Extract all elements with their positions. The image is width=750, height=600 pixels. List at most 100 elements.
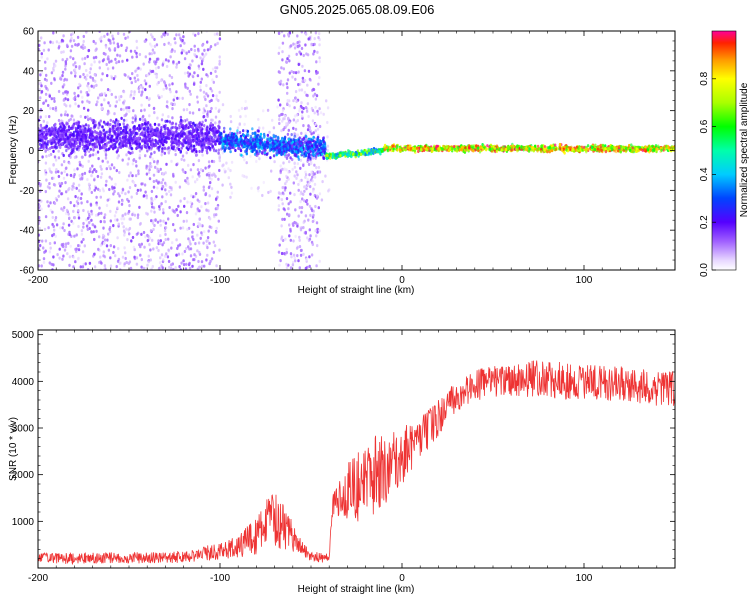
noise-cell: [95, 229, 98, 233]
noise-cell: [203, 124, 206, 128]
band-cell: [177, 143, 180, 148]
noise-cell: [191, 59, 194, 63]
noise-cell: [296, 224, 299, 228]
noise-cell: [278, 197, 281, 201]
noise-cell: [205, 208, 208, 212]
noise-cell: [133, 90, 136, 94]
signal-cell: [268, 149, 272, 153]
noise-cell: [311, 175, 314, 179]
noise-cell: [298, 266, 301, 270]
noise-cell: [182, 263, 186, 267]
signal-cell: [222, 130, 226, 134]
band-cell: [49, 130, 52, 134]
noise-cell: [88, 212, 91, 217]
noise-cell: [117, 45, 120, 49]
band-cell: [82, 131, 85, 135]
band-cell: [203, 132, 207, 136]
noise-cell: [113, 214, 117, 218]
noise-cell: [189, 200, 192, 204]
noise-cell: [299, 192, 302, 196]
noise-cell: [294, 96, 298, 100]
signal-cell: [239, 149, 243, 153]
signal-cell: [266, 145, 269, 149]
noise-cell: [286, 122, 289, 126]
noise-cell: [203, 230, 206, 234]
noise-cell: [297, 214, 300, 218]
band-cell: [131, 120, 134, 124]
noise-cell: [292, 118, 296, 122]
noise-cell: [68, 263, 71, 267]
signal-cell: [306, 145, 309, 149]
signal-cell: [249, 142, 252, 146]
noise-cell: [53, 99, 56, 103]
band-cell: [41, 144, 45, 148]
band-cell: [48, 127, 51, 131]
noise-cell: [113, 112, 116, 116]
noise-cell: [67, 212, 70, 216]
noise-cell: [82, 72, 85, 77]
noise-cell: [133, 76, 136, 80]
noise-cell: [196, 177, 199, 182]
signal-cell: [269, 156, 272, 160]
noise-cell: [318, 43, 321, 47]
noise-cell: [200, 62, 204, 66]
band-cell: [83, 149, 86, 153]
noise-cell: [282, 117, 285, 121]
noise-cell: [128, 31, 132, 34]
noise-cell: [83, 244, 86, 248]
noise-cell: [257, 117, 260, 122]
noise-cell: [53, 97, 56, 101]
noise-cell: [194, 33, 197, 37]
noise-cell: [38, 87, 41, 92]
noise-cell: [148, 57, 152, 61]
noise-cell: [62, 176, 66, 180]
figure-title: GN05.2025.065.08.09.E06: [280, 2, 435, 17]
noise-cell: [124, 36, 127, 40]
noise-cell: [319, 111, 323, 115]
band-cell: [144, 138, 147, 142]
band-cell: [45, 132, 49, 136]
noise-cell: [90, 174, 93, 178]
noise-cell: [203, 264, 206, 268]
noise-cell: [161, 172, 164, 176]
band-cell: [116, 126, 119, 130]
noise-cell: [65, 90, 68, 94]
noise-cell: [52, 62, 56, 66]
noise-cell: [294, 71, 298, 75]
signal-cell: [291, 149, 294, 153]
noise-cell: [289, 238, 292, 242]
noise-cell: [178, 265, 181, 269]
noise-cell: [183, 57, 187, 61]
noise-cell: [295, 52, 298, 56]
noise-cell: [99, 255, 102, 259]
noise-cell: [63, 102, 66, 106]
noise-cell: [309, 161, 313, 166]
noise-cell: [148, 168, 151, 172]
noise-cell: [315, 221, 319, 225]
noise-cell: [312, 94, 315, 98]
noise-cell: [151, 157, 154, 161]
noise-cell: [70, 219, 73, 223]
noise-cell: [124, 251, 127, 255]
noise-cell: [81, 95, 84, 99]
noise-cell: [287, 128, 290, 132]
noise-cell: [153, 223, 156, 228]
noise-cell: [125, 153, 128, 157]
noise-cell: [108, 187, 111, 192]
noise-cell: [71, 184, 74, 188]
noise-cell: [293, 114, 297, 118]
noise-cell: [128, 260, 132, 264]
noise-cell: [230, 185, 233, 189]
noise-cell: [63, 113, 67, 117]
noise-cell: [179, 226, 182, 230]
band-cell: [171, 125, 175, 129]
noise-cell: [196, 198, 199, 202]
noise-cell: [149, 161, 152, 166]
band-cell: [209, 140, 212, 144]
noise-cell: [155, 195, 158, 199]
noise-cell: [302, 106, 305, 111]
noise-cell: [316, 112, 320, 116]
spectrogram-heatmap: [38, 31, 675, 270]
noise-cell: [103, 241, 106, 245]
noise-cell: [109, 118, 112, 122]
